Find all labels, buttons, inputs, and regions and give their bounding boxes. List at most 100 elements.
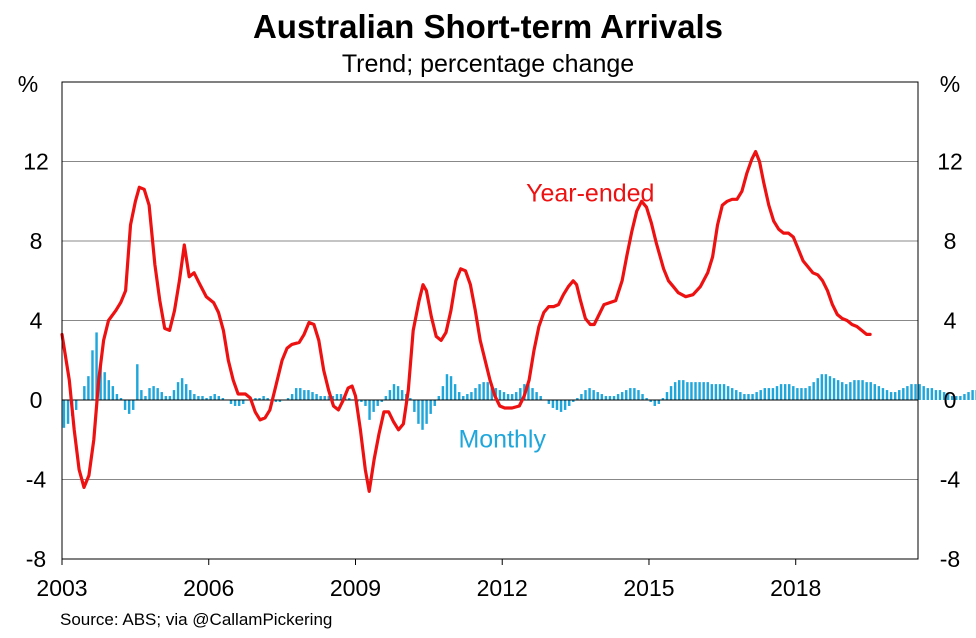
- monthly-bar: [971, 390, 974, 400]
- monthly-bar: [743, 394, 746, 400]
- monthly-bar: [510, 394, 514, 400]
- monthly-bar: [172, 390, 176, 400]
- monthly-bar: [441, 386, 445, 400]
- y-tick-label-left: 4: [30, 308, 43, 334]
- monthly-bar: [331, 396, 335, 400]
- monthly-bar: [189, 390, 192, 400]
- monthly-bar: [437, 396, 441, 400]
- monthly-bar: [857, 380, 860, 400]
- monthly-bar: [413, 400, 416, 412]
- monthly-bar: [197, 396, 200, 400]
- monthly-bar: [926, 388, 929, 400]
- monthly-bar: [918, 384, 921, 400]
- monthly-bar: [111, 386, 115, 400]
- y-tick-label-left: 12: [23, 149, 49, 175]
- monthly-bar: [600, 394, 604, 400]
- axes: -8 -8 -4 -4 0 0 4 4 8 8 12 12 2003 2006 2009 2012 2015 20…: [23, 149, 963, 602]
- monthly-bar: [690, 382, 693, 400]
- plot-frame: [61, 81, 919, 560]
- monthly-bar: [531, 388, 534, 400]
- monthly-bar: [180, 378, 184, 400]
- chart-subtitle: Trend; percentage change: [341, 50, 635, 78]
- gridlines: [62, 161, 918, 560]
- y-tick-label-right: 12: [937, 149, 963, 175]
- monthly-bar: [694, 382, 697, 400]
- monthly-bar: [144, 396, 147, 400]
- year-ended-label: Year-ended: [526, 179, 654, 207]
- monthly-bar: [914, 384, 917, 400]
- monthly-bar: [604, 396, 608, 400]
- monthly-bar: [551, 400, 555, 408]
- monthly-bar: [677, 380, 681, 400]
- monthly-bar: [963, 394, 966, 400]
- monthly-bar: [449, 376, 453, 400]
- monthly-bar: [515, 392, 518, 400]
- monthly-bar: [376, 400, 379, 406]
- monthly-bar: [425, 400, 428, 424]
- monthly-bars: [62, 332, 976, 430]
- y-unit-right: %: [940, 71, 960, 97]
- monthly-bar: [123, 400, 127, 410]
- monthly-bar: [906, 386, 909, 400]
- y-tick-label-right: 4: [944, 308, 957, 334]
- monthly-bar: [767, 388, 771, 400]
- monthly-bar: [747, 394, 750, 400]
- monthly-bar: [547, 400, 551, 404]
- monthly-bar: [849, 382, 852, 400]
- monthly-bar: [457, 392, 461, 400]
- y-tick-label-right: 0: [944, 387, 957, 413]
- monthly-bar: [396, 386, 400, 400]
- monthly-bar: [625, 390, 628, 400]
- monthly-bar: [99, 364, 102, 400]
- monthly-bar: [706, 382, 709, 400]
- monthly-bar: [934, 390, 938, 400]
- monthly-bar: [74, 400, 78, 410]
- y-tick-label-right: 8: [944, 228, 957, 254]
- monthly-bar: [184, 384, 188, 400]
- monthly-bar: [115, 394, 119, 400]
- chart-title: Australian Short-term Arrivals: [252, 8, 724, 45]
- monthly-bar: [209, 396, 212, 400]
- monthly-bar: [392, 384, 396, 400]
- monthly-bar: [429, 400, 432, 414]
- monthly-bar: [567, 400, 571, 406]
- monthly-bar: [229, 400, 233, 404]
- monthly-bar: [107, 380, 110, 400]
- monthly-bar: [83, 386, 86, 400]
- monthly-bar: [726, 386, 730, 400]
- y-tick-label-left: 8: [30, 228, 43, 254]
- monthly-bar: [453, 384, 457, 400]
- monthly-bar: [482, 382, 485, 400]
- monthly-bar: [893, 392, 897, 400]
- monthly-bar: [633, 388, 636, 400]
- monthly-bar: [335, 394, 339, 400]
- x-tick-label: 2003: [36, 575, 87, 601]
- monthly-bar: [417, 400, 420, 424]
- monthly-bar: [739, 392, 742, 400]
- monthly-bar: [294, 388, 298, 400]
- monthly-bar: [804, 388, 807, 400]
- monthly-bar: [478, 384, 481, 400]
- monthly-bar: [873, 384, 877, 400]
- monthly-bar: [360, 400, 363, 402]
- monthly-bar: [832, 378, 836, 400]
- monthly-bar: [217, 396, 221, 400]
- monthly-bar: [620, 392, 624, 400]
- monthly-label: Monthly: [458, 426, 546, 454]
- monthly-bar: [299, 388, 302, 400]
- monthly-bar: [506, 394, 510, 400]
- monthly-bar: [653, 400, 656, 406]
- monthly-bar: [922, 386, 925, 400]
- y-tick-label-left: -8: [26, 546, 46, 572]
- monthly-bar: [221, 398, 225, 400]
- monthly-bar: [127, 400, 131, 414]
- monthly-bar: [955, 396, 958, 400]
- monthly-bar: [673, 382, 677, 400]
- annotations: Year-ended Monthly: [458, 179, 654, 453]
- monthly-bar: [771, 388, 775, 400]
- monthly-bar: [718, 384, 722, 400]
- source-note: Source: ABS; via @CallamPickering: [60, 610, 333, 629]
- monthly-bar: [885, 390, 889, 400]
- monthly-bar: [193, 394, 196, 400]
- monthly-bar: [824, 374, 828, 400]
